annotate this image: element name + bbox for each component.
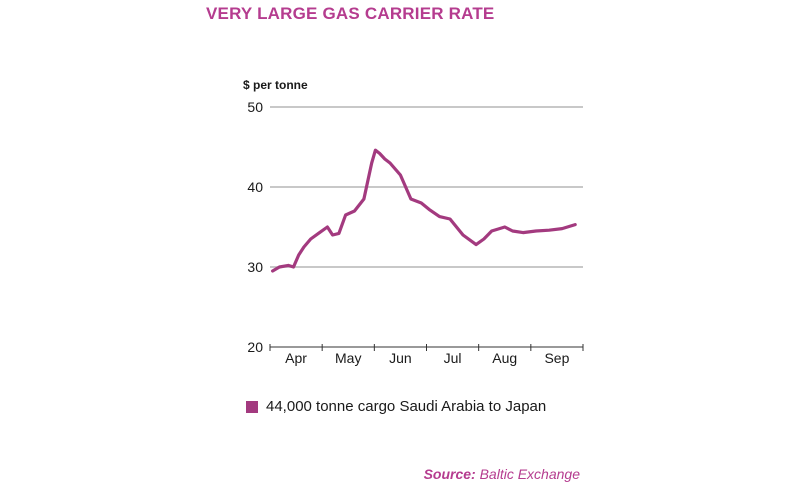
chart-title: VERY LARGE GAS CARRIER RATE (206, 4, 495, 23)
x-tick-label-may: May (335, 350, 361, 366)
series-line-0 (271, 148, 577, 273)
y-tick-label: 50 (247, 99, 263, 115)
legend-swatch (246, 400, 258, 413)
y-tick-labels: 20 30 40 50 (247, 99, 263, 355)
y-axis-label: $ per tonne (243, 78, 308, 92)
x-tick-label-aug: Aug (492, 350, 517, 366)
x-axis: Apr May Jun Jul Aug Sep (269, 344, 584, 366)
y-tick-label: 30 (247, 259, 263, 275)
grid-layer (270, 106, 583, 268)
source-note: Source: Baltic Exchange (424, 466, 580, 482)
y-tick-label: 20 (247, 339, 263, 355)
x-tick-label-sep: Sep (544, 350, 569, 366)
legend: 44,000 tonne cargo Saudi Arabia to Japan (246, 398, 546, 415)
x-tick-label-jul: Jul (444, 350, 462, 366)
series-layer (271, 148, 577, 273)
source-prefix: Source: (423, 466, 476, 482)
legend-label: 44,000 tonne cargo Saudi Arabia to Japan (266, 398, 547, 415)
source-name: Baltic Exchange (479, 466, 580, 482)
x-tick-label-apr: Apr (285, 350, 307, 366)
x-tick-label-jun: Jun (389, 350, 412, 366)
y-tick-label: 40 (247, 179, 263, 195)
